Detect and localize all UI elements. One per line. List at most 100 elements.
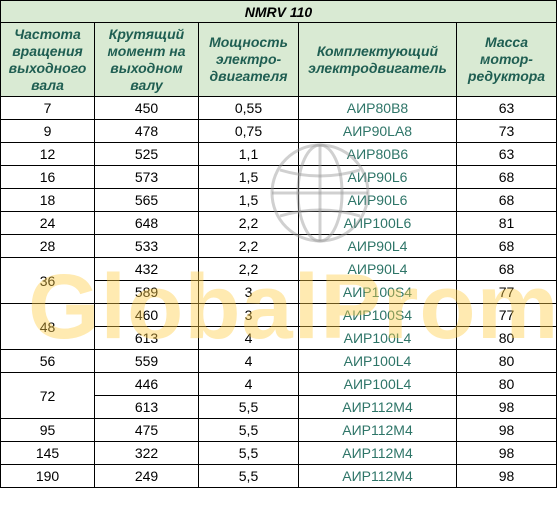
speed-cell: 12 xyxy=(0,142,95,166)
power-cell: 0,55 xyxy=(198,96,299,120)
table-row: 18 565 1,5 АИР90L6 68 xyxy=(0,188,557,212)
power-cell: 4 xyxy=(198,372,299,396)
power-cell: 2,2 xyxy=(198,234,299,258)
motor-cell: АИР100L4 xyxy=(298,372,457,396)
torque-cell: 432 xyxy=(94,257,199,281)
mass-cell: 73 xyxy=(456,119,557,143)
mass-cell: 80 xyxy=(456,349,557,373)
power-cell: 2,2 xyxy=(198,211,299,235)
table-row: 190 249 5,5 АИР112М4 98 xyxy=(0,464,557,488)
speed-cell: 56 xyxy=(0,349,95,373)
table-row: 12 525 1,1 АИР80В6 63 xyxy=(0,142,557,166)
torque-cell: 559 xyxy=(94,349,199,373)
power-cell: 1,5 xyxy=(198,165,299,189)
mass-cell: 80 xyxy=(456,372,557,396)
table-row: 24 648 2,2 АИР100L6 81 xyxy=(0,211,557,235)
torque-cell: 478 xyxy=(94,119,199,143)
torque-cell: 525 xyxy=(94,142,199,166)
speed-cell: 72 xyxy=(0,372,95,419)
table-row: 145 322 5,5 АИР112М4 98 xyxy=(0,441,557,465)
torque-cell: 589 xyxy=(94,280,199,304)
power-cell: 5,5 xyxy=(198,418,299,442)
power-cell: 2,2 xyxy=(198,257,299,281)
table-row: 613 4 АИР100L4 80 xyxy=(1,326,557,350)
mass-cell: 98 xyxy=(456,395,557,419)
speed-cell: 24 xyxy=(0,211,95,235)
header-motor: Комплектующий электродвигатель xyxy=(298,22,457,97)
mass-cell: 81 xyxy=(456,211,557,235)
table-row: 613 5,5 АИР112М4 98 xyxy=(1,395,557,419)
table-row: 95 475 5,5 АИР112М4 98 xyxy=(0,418,557,442)
mass-cell: 98 xyxy=(456,441,557,465)
torque-cell: 475 xyxy=(94,418,199,442)
torque-cell: 565 xyxy=(94,188,199,212)
mass-cell: 68 xyxy=(456,234,557,258)
torque-cell: 613 xyxy=(94,395,199,419)
header-speed: Частота вращения выходного вала xyxy=(0,22,95,97)
motor-cell: АИР112М4 xyxy=(298,441,457,465)
mass-cell: 77 xyxy=(456,280,557,304)
motor-cell: АИР90LA8 xyxy=(298,119,457,143)
table-row: 9 478 0,75 АИР90LA8 73 xyxy=(0,119,557,143)
mass-cell: 63 xyxy=(456,142,557,166)
torque-cell: 446 xyxy=(94,372,199,396)
power-cell: 5,5 xyxy=(198,464,299,488)
table-title: NMRV 110 xyxy=(0,0,557,23)
table-row: 36 432 2,2 АИР90L4 68 xyxy=(0,257,557,304)
table-row: 7 450 0,55 АИР80В8 63 xyxy=(0,96,557,120)
motor-cell: АИР112М4 xyxy=(298,418,457,442)
power-cell: 3 xyxy=(198,280,299,304)
motor-cell: АИР100S4 xyxy=(298,280,457,304)
torque-cell: 613 xyxy=(94,326,199,350)
mass-cell: 68 xyxy=(456,257,557,281)
torque-cell: 450 xyxy=(94,96,199,120)
mass-cell: 63 xyxy=(456,96,557,120)
speed-cell: 18 xyxy=(0,188,95,212)
torque-cell: 322 xyxy=(94,441,199,465)
torque-cell: 648 xyxy=(94,211,199,235)
power-cell: 0,75 xyxy=(198,119,299,143)
mass-cell: 80 xyxy=(456,326,557,350)
motor-cell: АИР90L6 xyxy=(298,165,457,189)
mass-cell: 98 xyxy=(456,418,557,442)
motor-cell: АИР112М4 xyxy=(298,464,457,488)
motor-cell: АИР90L6 xyxy=(298,188,457,212)
torque-cell: 573 xyxy=(94,165,199,189)
mass-cell: 68 xyxy=(456,165,557,189)
speed-cell: 36 xyxy=(0,257,95,304)
power-cell: 5,5 xyxy=(198,395,299,419)
header-torque: Крутящий момент на выходном валу xyxy=(94,22,199,97)
speed-cell: 28 xyxy=(0,234,95,258)
speed-cell: 48 xyxy=(0,303,95,350)
speed-cell: 145 xyxy=(0,441,95,465)
motor-cell: АИР100L6 xyxy=(298,211,457,235)
mass-cell: 77 xyxy=(456,303,557,327)
motor-cell: АИР100S4 xyxy=(298,303,457,327)
speed-cell: 9 xyxy=(0,119,95,143)
motor-cell: АИР90L4 xyxy=(298,257,457,281)
power-cell: 1,5 xyxy=(198,188,299,212)
power-cell: 4 xyxy=(198,349,299,373)
speed-cell: 7 xyxy=(0,96,95,120)
header-power: Мощность электро-двигателя xyxy=(198,22,299,97)
torque-cell: 249 xyxy=(94,464,199,488)
motor-cell: АИР100L4 xyxy=(298,349,457,373)
header-mass: Масса мотор-редуктора xyxy=(456,22,557,97)
torque-cell: 533 xyxy=(94,234,199,258)
mass-cell: 68 xyxy=(456,188,557,212)
power-cell: 4 xyxy=(198,326,299,350)
table-row: 48 460 3 АИР100S4 77 xyxy=(0,303,557,350)
power-cell: 1,1 xyxy=(198,142,299,166)
motor-cell: АИР112М4 xyxy=(298,395,457,419)
table-row: 28 533 2,2 АИР90L4 68 xyxy=(0,234,557,258)
spec-table: NMRV 110 Частота вращения выходного вала… xyxy=(0,0,557,488)
speed-cell: 95 xyxy=(0,418,95,442)
motor-cell: АИР90L4 xyxy=(298,234,457,258)
table-row: 56 559 4 АИР100L4 80 xyxy=(0,349,557,373)
speed-cell: 190 xyxy=(0,464,95,488)
torque-cell: 460 xyxy=(94,303,199,327)
table-row: 16 573 1,5 АИР90L6 68 xyxy=(0,165,557,189)
motor-cell: АИР100L4 xyxy=(298,326,457,350)
speed-cell: 16 xyxy=(0,165,95,189)
